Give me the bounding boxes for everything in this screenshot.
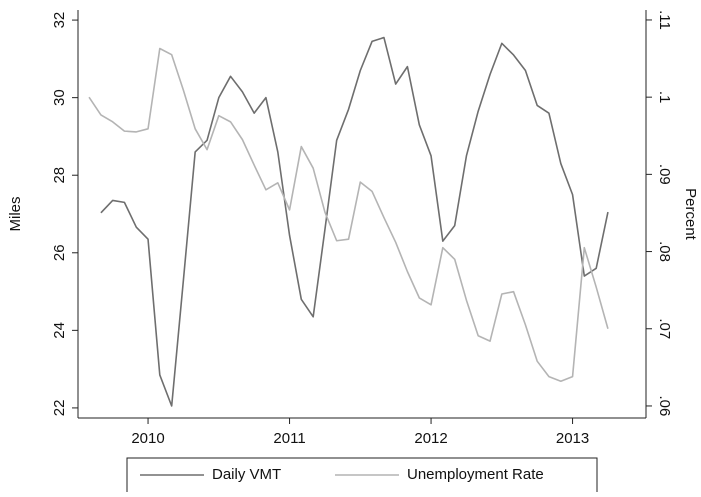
y-tick-label: 32 (51, 12, 68, 29)
x-tick-label: 2010 (131, 430, 164, 447)
y2-axis-title: Percent (682, 188, 699, 241)
y2-tick-label: .09 (656, 164, 673, 185)
series-line (88, 47, 609, 383)
legend-label: Daily VMT (212, 466, 281, 483)
y2-tick-label: .08 (656, 241, 673, 262)
y-tick-label: 30 (51, 89, 68, 106)
y2-tick-label: .1 (656, 91, 673, 104)
y2-tick-label: .06 (656, 396, 673, 417)
x-tick-label: 2012 (414, 430, 447, 447)
y-tick-label: 28 (51, 167, 68, 184)
series-line (100, 36, 609, 407)
y-tick-label: 22 (51, 400, 68, 417)
legend-box (126, 457, 598, 497)
y-axis-title: Miles (7, 196, 24, 231)
legend-label: Unemployment Rate (407, 466, 544, 483)
x-tick-label: 2011 (273, 430, 305, 447)
y2-tick-label: .11 (656, 10, 673, 30)
y2-tick-label: .07 (656, 318, 673, 339)
x-tick-label: 2013 (556, 430, 589, 447)
y-tick-label: 24 (51, 322, 68, 339)
y-tick-label: 26 (51, 244, 68, 261)
